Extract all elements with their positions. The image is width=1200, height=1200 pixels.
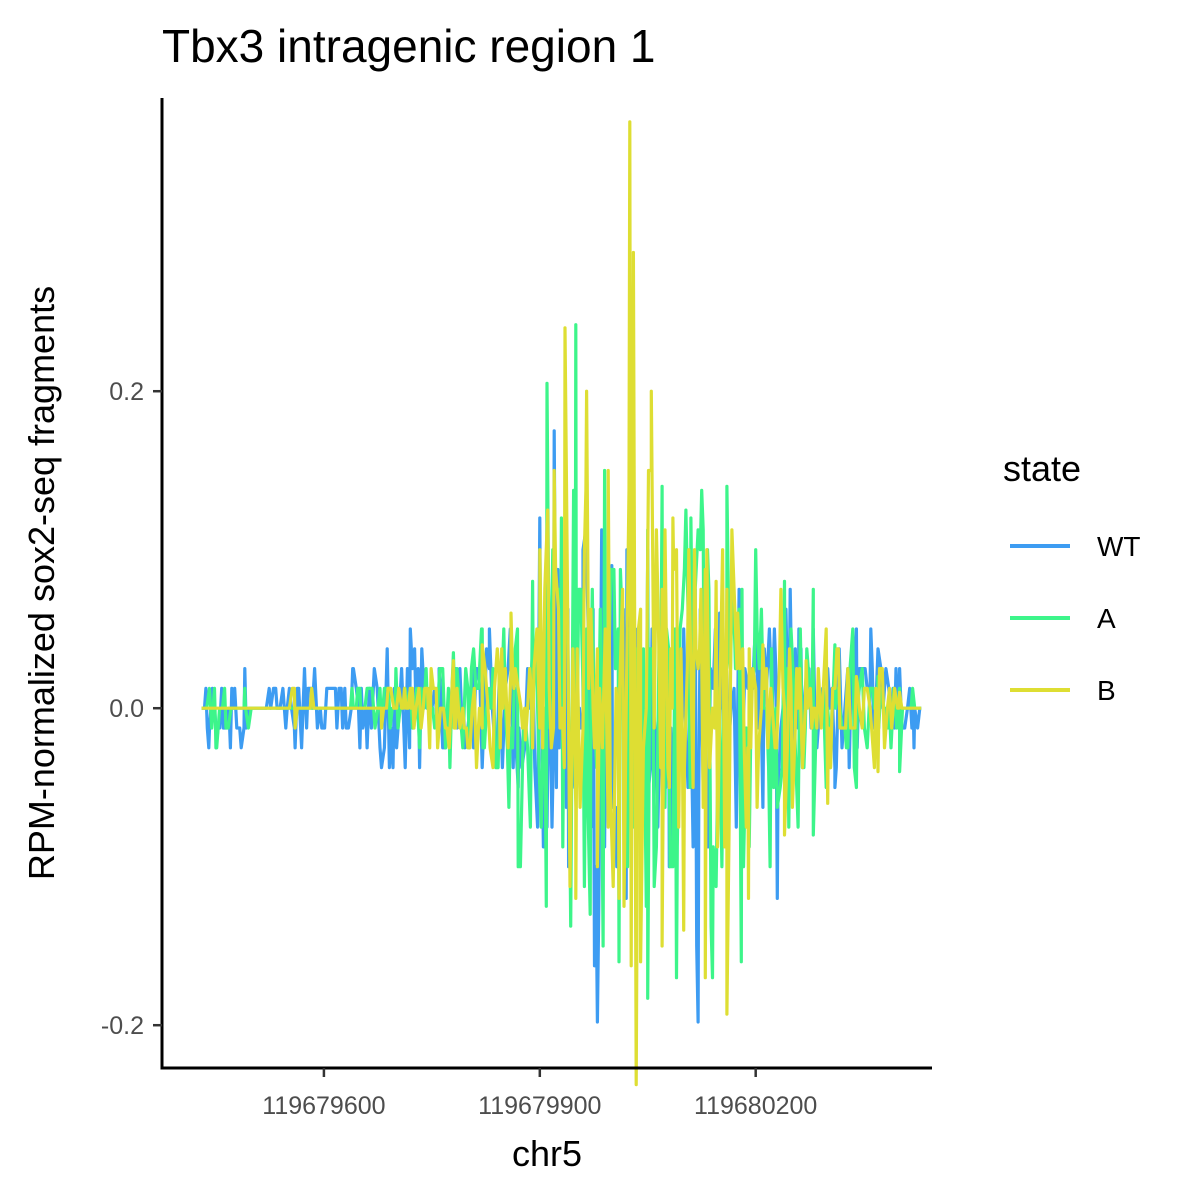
x-tick-label: 119679600: [262, 1092, 385, 1120]
legend-label-b: B: [1097, 675, 1116, 706]
x-axis-title: chr5: [512, 1133, 582, 1174]
x-tick-label: 119679900: [478, 1092, 601, 1120]
y-axis-ticks: -0.2 0.0 0.2: [101, 378, 162, 1040]
legend-label-wt: WT: [1097, 531, 1141, 562]
x-axis-ticks: 119679600 119679900 119680200: [262, 1068, 817, 1120]
y-tick-label: -0.2: [101, 1012, 144, 1040]
legend-items: WT A B: [1010, 531, 1141, 706]
legend: state WT A B: [1003, 448, 1141, 706]
chart-title: Tbx3 intragenic region 1: [162, 20, 656, 72]
y-tick-label: 0.0: [109, 695, 144, 723]
plot-lines: [201, 120, 923, 1087]
x-tick-label: 119680200: [694, 1092, 817, 1120]
legend-label-a: A: [1097, 603, 1116, 634]
legend-title: state: [1003, 448, 1081, 489]
series-line-b: [201, 120, 922, 1087]
y-tick-label: 0.2: [109, 378, 144, 406]
y-axis-title: RPM-normalized sox2-seq fragments: [21, 286, 62, 880]
series-line-a: [201, 323, 923, 1000]
